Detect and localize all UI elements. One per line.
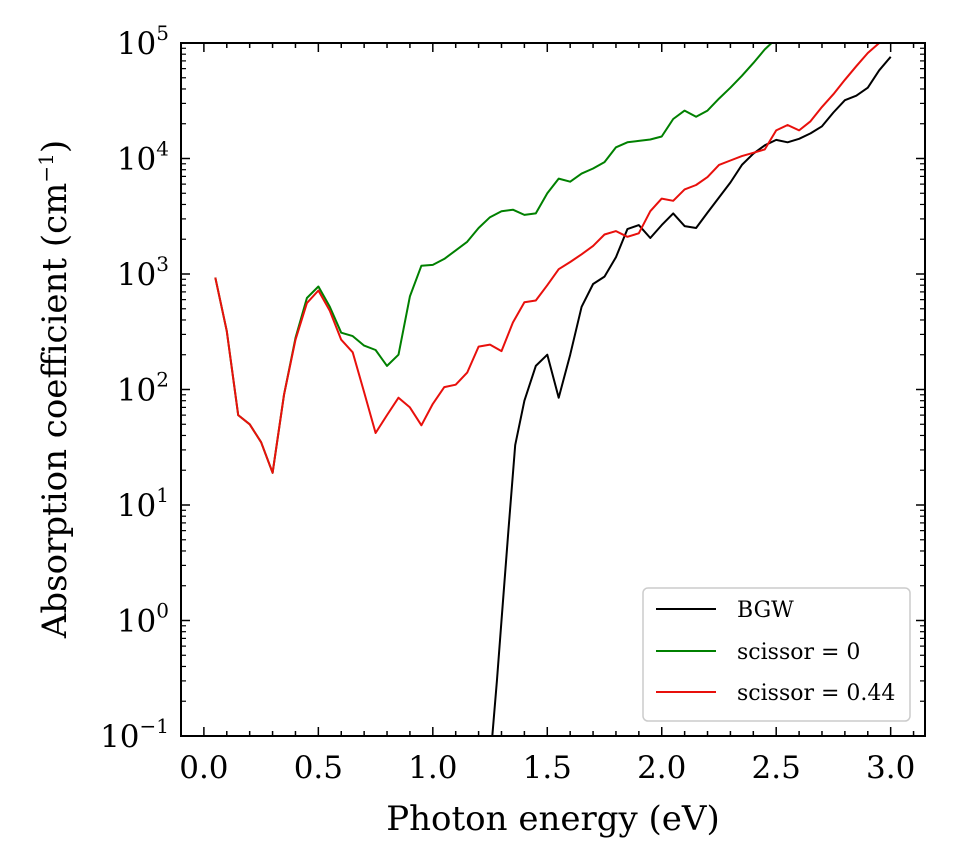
x-tick-label: 1.0 [408,750,457,786]
y-tick-base: 10 [117,257,156,293]
x-tick-label: 2.0 [637,750,686,786]
legend: BGW scissor = 0 scissor = 0.44 [642,587,911,722]
y-tick-exponent: 4 [156,137,169,161]
y-axis-label: Absorption coefficient (cm−1) [34,140,75,639]
series-line-scissor-0-44 [214,43,891,474]
y-tick-label: 101 [117,483,169,524]
data-series [214,43,892,736]
x-tick-label: 1.5 [523,750,572,786]
y-tick-label: 10−1 [100,714,169,755]
x-axis-label: Photon energy (eV) [386,799,719,839]
x-tick-labels: 0.0 0.5 1.0 1.5 2.0 2.5 3.0 [179,750,915,786]
x-tick-label: 3.0 [866,750,915,786]
y-tick-label: 102 [117,368,169,409]
y-tick-base: 10 [117,604,156,640]
x-tick-label: 0.5 [294,750,343,786]
y-tick-base: 10 [100,719,139,755]
x-tick-label: 2.5 [752,750,801,786]
y-tick-exponent: 3 [156,252,169,276]
y-tick-exponent: 2 [156,368,169,392]
y-tick-label: 104 [117,137,169,178]
legend-box [642,587,911,722]
x-tick-label: 0.0 [179,750,228,786]
y-tick-base: 10 [117,142,156,178]
y-tick-exponent: −1 [140,714,169,738]
plot-frame [180,42,926,737]
series-line-scissor-0 [214,43,773,474]
legend-label-scissor-0: scissor = 0 [737,640,860,665]
y-tick-exponent: 0 [156,599,169,623]
legend-label-scissor-0-44: scissor = 0.44 [737,681,895,706]
y-axis-label-close: ) [35,140,75,153]
y-tick-exponent: 1 [156,483,169,507]
y-axis-label-main: Absorption coefficient (cm [35,183,75,640]
series-line-bgw [491,56,892,736]
y-axis-label-exponent: −1 [34,153,58,182]
y-tick-label: 103 [117,252,169,293]
y-tick-label: 100 [117,599,169,640]
legend-label-bgw: BGW [737,598,794,623]
y-tick-label: 105 [117,21,169,62]
y-tick-base: 10 [117,26,156,62]
y-tick-base: 10 [117,488,156,524]
y-tick-base: 10 [117,373,156,409]
y-tick-exponent: 5 [156,21,169,45]
